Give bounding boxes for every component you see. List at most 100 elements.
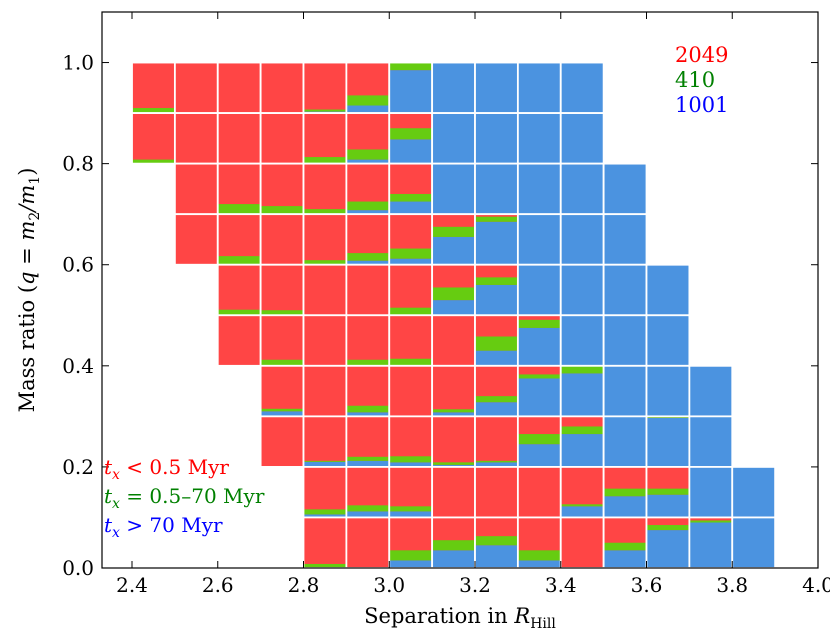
heatmap-cell	[431, 263, 476, 317]
heatmap-cell	[474, 466, 519, 519]
heatmap-cell	[688, 516, 734, 569]
cell-blue-fraction	[517, 378, 561, 417]
heatmap-cell	[259, 314, 305, 367]
cell-red-fraction	[432, 315, 476, 366]
heatmap-cell	[431, 61, 476, 114]
cell-blue-fraction	[689, 416, 733, 467]
heatmap-cell	[516, 364, 562, 418]
cell-green-fraction	[389, 307, 433, 316]
heatmap-cell	[559, 213, 605, 266]
cell-red-fraction	[346, 315, 390, 366]
heatmap-cell	[388, 213, 434, 266]
heatmap-cell	[474, 213, 519, 266]
heatmap-cell	[216, 263, 262, 317]
x-tick-label: 3.4	[545, 573, 577, 597]
heatmap-cell	[388, 314, 434, 367]
x-tick-label: 2.8	[288, 573, 320, 597]
heatmap-cell	[345, 112, 391, 165]
cell-red-fraction	[260, 365, 304, 417]
cell-green-fraction	[517, 550, 561, 561]
cell-blue-fraction	[646, 417, 690, 467]
heatmap-cell	[516, 213, 562, 266]
heatmap-cell	[516, 466, 562, 519]
cell-blue-fraction	[432, 550, 476, 568]
heatmap-cell	[559, 516, 605, 569]
heatmap-cell	[259, 61, 305, 114]
cell-green-fraction	[560, 504, 604, 507]
cell-blue-fraction	[560, 264, 604, 316]
cell-green-fraction	[689, 520, 733, 523]
x-axis-label-prefix: Separation in	[364, 604, 514, 628]
heatmap-cell	[345, 466, 391, 519]
heatmap-cell	[431, 415, 476, 468]
cell-green-fraction	[303, 260, 347, 265]
cell-green-fraction	[475, 460, 518, 463]
cell-green-fraction	[603, 542, 647, 551]
cell-red-fraction	[303, 62, 347, 114]
cell-blue-fraction	[560, 315, 604, 366]
y-tick-label: 1.0	[62, 51, 94, 75]
cell-blue-fraction	[603, 365, 647, 417]
heatmap-cell	[302, 516, 348, 569]
heatmap-cell	[216, 162, 262, 216]
cell-green-fraction	[346, 201, 390, 211]
cell-green-fraction	[475, 277, 518, 285]
legend-entry-green-sub: x	[112, 496, 120, 512]
cell-red-fraction	[517, 466, 561, 518]
cell-green-fraction	[260, 408, 304, 412]
cells-layer	[131, 61, 777, 569]
cell-green-fraction	[260, 206, 304, 215]
cell-green-fraction	[389, 550, 433, 561]
heatmap-cell	[516, 112, 562, 165]
cell-green-fraction	[217, 256, 261, 265]
cell-blue-fraction	[603, 496, 647, 518]
x-tick-label: 3.2	[459, 573, 491, 597]
count-red: 2049	[675, 43, 728, 67]
cell-blue-fraction	[346, 260, 390, 265]
cell-blue-fraction	[475, 350, 518, 366]
cell-red-fraction	[346, 517, 390, 568]
cell-green-fraction	[389, 62, 433, 71]
heatmap-cell	[474, 364, 519, 418]
heatmap-cell	[216, 213, 262, 266]
heatmap-cell	[516, 61, 562, 114]
heatmap-cell	[559, 263, 605, 317]
heatmap-cell	[731, 466, 777, 519]
cell-red-fraction	[132, 113, 175, 164]
heatmap-cell	[302, 263, 348, 317]
y-tick-label: 0.6	[62, 253, 94, 277]
cell-green-fraction	[646, 488, 690, 495]
legend-entry-green-text: = 0.5–70 Myr	[120, 484, 265, 508]
heatmap-cell	[516, 314, 562, 367]
heatmap-cell	[431, 364, 476, 418]
cell-red-fraction	[475, 416, 518, 467]
x-tick-label: 4.0	[802, 573, 830, 597]
cell-blue-fraction	[432, 412, 476, 417]
cell-green-fraction	[217, 309, 261, 316]
cell-blue-fraction	[603, 315, 647, 366]
cell-red-fraction	[303, 113, 347, 164]
heatmap-cell	[173, 61, 219, 114]
cell-red-fraction	[389, 264, 433, 316]
heatmap-cell	[645, 263, 691, 317]
heatmap-cell	[645, 364, 691, 418]
heatmap-cell	[559, 364, 605, 418]
heatmap-cell	[388, 263, 434, 317]
cell-green-fraction	[217, 204, 261, 215]
cell-red-fraction	[303, 416, 347, 467]
cell-red-fraction	[217, 264, 261, 316]
legend-entry-blue-sub: x	[112, 525, 120, 541]
heatmap-cell	[302, 213, 348, 266]
legend-entry-blue-symbol: t	[104, 513, 113, 537]
cell-blue-fraction	[603, 416, 647, 467]
cell-green-fraction	[432, 226, 476, 237]
legend: tx < 0.5 Myr tx = 0.5–70 Myr tx > 70 Myr	[104, 455, 265, 541]
heatmap-cell	[474, 415, 519, 468]
y-axis-label-slash: /m	[15, 185, 39, 214]
cell-red-fraction	[260, 113, 304, 164]
cell-blue-fraction	[432, 236, 476, 265]
heatmap-cell	[474, 263, 519, 317]
x-tick-label: 3.8	[716, 573, 748, 597]
heatmap-cell	[216, 112, 262, 165]
